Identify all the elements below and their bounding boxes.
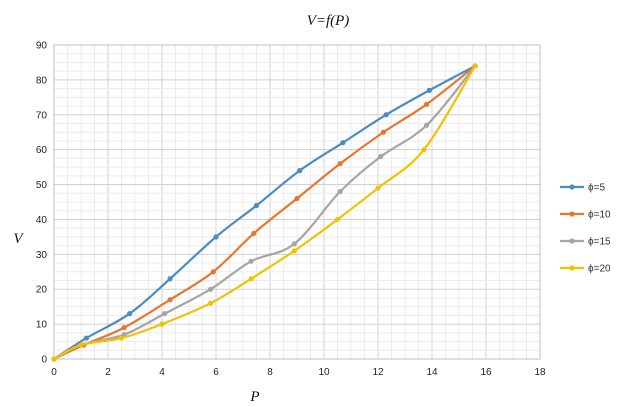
- data-point: [424, 101, 430, 107]
- data-point: [340, 140, 346, 146]
- data-point: [375, 185, 381, 191]
- y-tick-label: 70: [36, 110, 48, 121]
- data-point: [83, 335, 89, 341]
- data-point: [251, 230, 257, 236]
- series-2: [51, 63, 478, 362]
- data-point: [291, 241, 297, 247]
- x-tick-label: 0: [51, 367, 57, 378]
- y-tick-label: 30: [36, 250, 48, 261]
- x-axis-label: P: [249, 389, 259, 405]
- x-tick-label: 14: [426, 367, 438, 378]
- x-tick-label: 4: [159, 367, 165, 378]
- data-point: [472, 63, 478, 69]
- data-point: [334, 216, 341, 223]
- y-tick-label: 50: [36, 180, 48, 191]
- y-axis-label: V: [13, 231, 24, 247]
- data-point: [167, 276, 173, 282]
- data-point: [208, 286, 214, 292]
- legend-swatch-marker: [569, 265, 575, 271]
- data-point: [421, 147, 427, 153]
- data-point: [424, 122, 430, 128]
- data-point: [210, 269, 216, 275]
- series: [51, 63, 478, 362]
- y-tick-label: 40: [36, 215, 48, 226]
- x-tick-label: 6: [213, 367, 219, 378]
- y-tick-label: 90: [36, 41, 48, 52]
- x-tick-label: 12: [372, 367, 384, 378]
- data-point: [248, 276, 254, 282]
- plot-area-border: [53, 44, 541, 360]
- data-point: [127, 311, 133, 317]
- series-1: [51, 63, 478, 362]
- legend: ϕ=5 ϕ=10 ϕ=15 ϕ=20: [560, 183, 611, 275]
- data-point: [337, 161, 343, 167]
- data-point: [118, 335, 125, 341]
- data-point: [291, 248, 297, 254]
- data-point: [213, 234, 219, 240]
- data-point: [78, 342, 84, 348]
- y-tick-label: 60: [36, 145, 48, 156]
- data-point: [248, 258, 254, 264]
- y-tick-label: 20: [36, 285, 48, 296]
- legend-swatch-marker: [569, 211, 575, 217]
- series-3: [51, 63, 478, 362]
- data-point: [159, 321, 165, 327]
- legend-label: ϕ=5: [588, 183, 605, 194]
- y-tick-label: 0: [41, 355, 47, 366]
- x-tick-label: 16: [480, 367, 492, 378]
- legend-label: ϕ=15: [588, 237, 611, 248]
- data-point: [162, 311, 168, 317]
- data-point: [378, 154, 384, 160]
- x-tick-label: 8: [267, 367, 273, 378]
- legend-label: ϕ=20: [588, 264, 611, 275]
- y-tick-label: 80: [36, 75, 48, 86]
- series-4: [51, 63, 478, 362]
- data-point: [121, 325, 127, 331]
- legend-swatch-marker: [569, 184, 575, 190]
- x-tick-label: 2: [105, 367, 111, 378]
- grid: [53, 44, 541, 360]
- legend-swatch-marker: [569, 238, 575, 244]
- x-tick-label: 18: [534, 367, 546, 378]
- data-point: [337, 188, 343, 195]
- legend-label: ϕ=10: [588, 210, 611, 221]
- data-point: [51, 356, 57, 362]
- data-point: [208, 300, 214, 306]
- chart-title: V=f(P): [307, 13, 350, 29]
- data-point: [383, 112, 389, 118]
- data-point: [297, 168, 303, 174]
- data-point: [253, 202, 260, 209]
- data-point: [294, 195, 300, 202]
- data-point: [426, 87, 432, 93]
- x-tick-label: 10: [318, 367, 330, 378]
- y-tick-label: 10: [36, 320, 48, 331]
- data-point: [167, 297, 173, 303]
- data-point: [380, 129, 386, 135]
- tick-labels: 0 2 4 6 8 10 12 14 16 18 0 10 20 30 40 50 60 70 80 90: [36, 41, 546, 379]
